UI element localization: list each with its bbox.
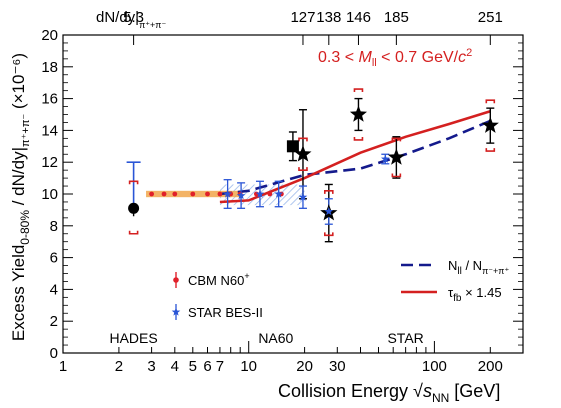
star-marker-3: [387, 148, 405, 165]
x-tick-label: 5: [189, 358, 197, 375]
x-tick-label: 100: [422, 358, 447, 375]
bes-marker-5: [324, 207, 334, 216]
star-sys-upper-2: [353, 88, 364, 93]
x-tick-label: 4: [171, 358, 179, 375]
x-tick-label: 30: [329, 358, 346, 375]
x-tick-label: 6: [203, 358, 211, 375]
top-tick-label: 146: [346, 9, 371, 26]
bes-marker-3: [274, 189, 283, 198]
y-tick-label: 20: [41, 27, 58, 44]
star-sys-upper-4: [485, 99, 496, 104]
top-tick-label: 251: [478, 9, 503, 26]
cbm-marker-0: [149, 191, 155, 197]
legend-nll-label: Nll / Nπ⁻+π⁺: [448, 258, 510, 277]
hades-sys-upper: [128, 180, 139, 185]
star-sys-lower-2: [353, 136, 364, 141]
star-marker-2: [349, 105, 367, 122]
bes-marker-1: [236, 191, 246, 200]
model-line-tau-fb: [219, 110, 491, 204]
region-label-na60: NA60: [258, 330, 293, 346]
top-tick-label: 138: [316, 9, 341, 26]
bes-marker-6: [381, 154, 390, 163]
y-tick-label: 12: [41, 154, 58, 171]
y-tick-label: 16: [41, 91, 58, 108]
star-sys-lower-4: [485, 148, 496, 152]
x-tick-label: 3: [147, 358, 155, 375]
x-tick-label: 2: [115, 358, 123, 375]
cbm-marker-3: [190, 191, 196, 197]
region-label-star: STAR: [387, 330, 423, 346]
x-tick-label: 20: [296, 358, 313, 375]
cbm-marker-2: [172, 191, 178, 197]
bes-marker-4: [298, 192, 308, 201]
model-line-nll-ratio: [219, 119, 491, 196]
cbm-marker-1: [161, 191, 167, 197]
x-tick-label: 10: [240, 358, 257, 375]
y-tick-label: 10: [41, 186, 58, 203]
bes-marker-2: [255, 189, 265, 198]
top-axis-title: dN/dy|π⁺+π⁻: [96, 9, 167, 30]
y-tick-label: 2: [50, 313, 58, 330]
legend-bes-label: STAR BES-II: [188, 305, 263, 320]
cbm-marker-4: [205, 191, 210, 197]
star-sys-upper-0: [298, 137, 308, 142]
legend-tau-label: τfb × 1.45: [448, 285, 502, 304]
y-tick-label: 8: [50, 218, 58, 235]
legend-cbm-label: CBM N60+: [188, 271, 250, 288]
top-tick-label: 185: [384, 9, 409, 26]
y-tick-label: 4: [50, 281, 58, 298]
bes-marker-0: [223, 189, 232, 198]
y-tick-label: 0: [50, 345, 58, 362]
data-markers: [128, 105, 499, 320]
x-tick-label: 1: [59, 358, 67, 375]
x-axis-title: Collision Energy √sNN [GeV]: [278, 381, 500, 405]
star-sys-upper-3: [391, 137, 402, 142]
region-label-hades: HADES: [109, 330, 157, 346]
hades-sys-lower: [128, 230, 139, 235]
legend-cbm-marker: [173, 277, 179, 283]
star-sys-lower-3: [391, 173, 402, 178]
y-axis-title: Excess Yield0-80% / dN/dy|π⁺+π⁻ (×10⁻⁶): [9, 53, 32, 341]
model-lines: [219, 110, 491, 294]
x-tick-label: 200: [478, 358, 503, 375]
y-tick-label: 6: [50, 250, 58, 267]
star-sys-lower-0: [298, 167, 308, 171]
axes: [62, 34, 524, 354]
hades-marker: [128, 202, 140, 214]
star-sys-lower-1: [324, 232, 334, 237]
legend-bes-marker: [171, 307, 181, 316]
star-marker-4: [481, 116, 499, 133]
x-tick-label: 7: [216, 358, 224, 375]
star-sys-upper-1: [324, 190, 334, 194]
top-tick-label: 5.3: [123, 9, 144, 26]
top-tick-label: 127: [290, 9, 315, 26]
star-marker-0: [294, 145, 312, 162]
cbm-marker-5: [217, 191, 223, 197]
na60-marker: [286, 140, 299, 153]
y-tick-label: 14: [41, 122, 58, 139]
cbm-marker-9: [267, 191, 273, 197]
y-tick-label: 18: [41, 59, 58, 76]
cut-annotation: 0.3 < Mll < 0.7 GeV/c2: [318, 47, 472, 69]
